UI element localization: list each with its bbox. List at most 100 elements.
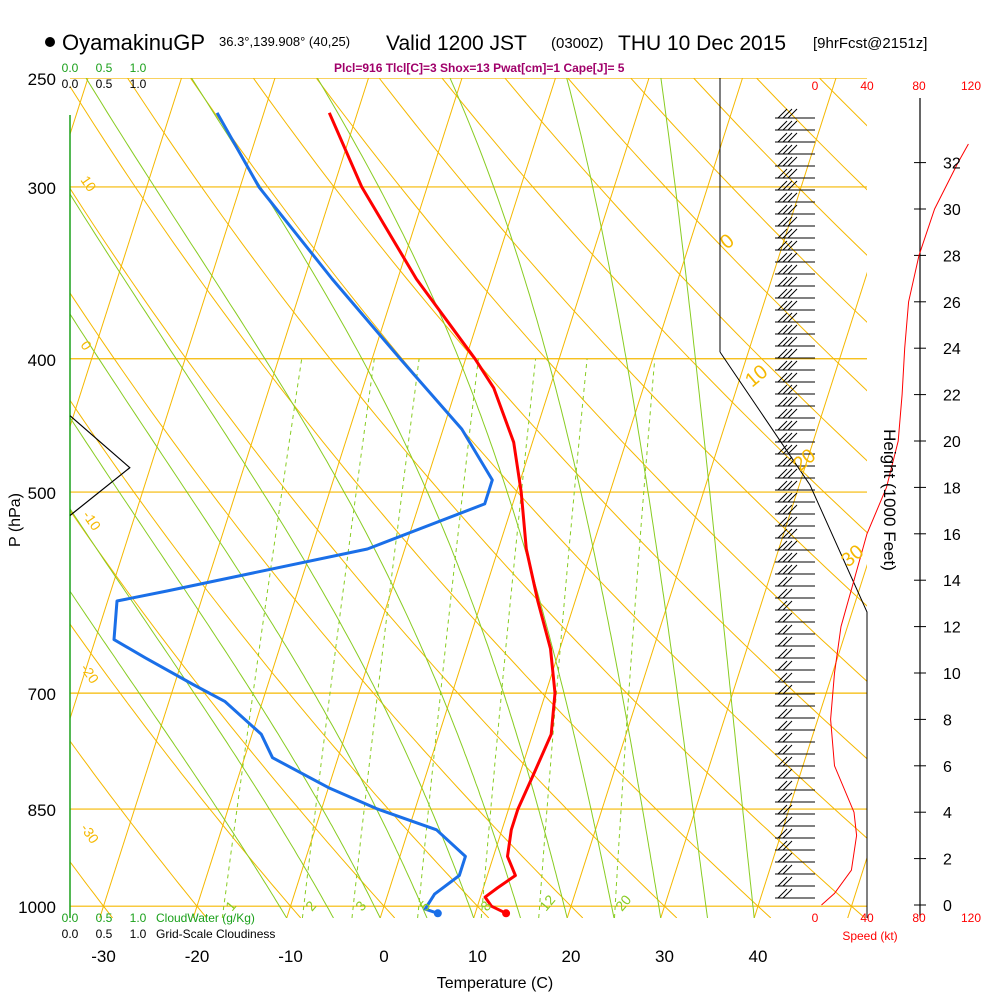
x-tick-label: -10 — [278, 947, 303, 966]
x-tick-label: -30 — [91, 947, 116, 966]
mixing-ratio-line — [221, 358, 303, 918]
wind-barb-feather — [782, 480, 793, 491]
moist-adiabat — [316, 78, 615, 918]
pressure-tick-label: 300 — [28, 179, 56, 198]
wind-barb-feather — [782, 408, 793, 419]
wind-barb-feather — [787, 228, 798, 239]
isotherm-line — [99, 78, 369, 918]
wind-barb-feather — [787, 300, 798, 311]
cloudiness-tick-top: 1.0 — [130, 77, 147, 91]
wind-barb-feather — [777, 720, 788, 731]
wind-barb-feather — [787, 168, 798, 179]
wind-barb-feather — [787, 444, 798, 455]
height-tick-label: 12 — [943, 620, 961, 637]
cloudwater-tick-bottom: 1.0 — [130, 911, 147, 925]
wind-barb-feather — [787, 432, 798, 443]
wind-barb-feather — [782, 156, 793, 167]
forecast-info: [9hrFcst@2151z] — [813, 35, 927, 52]
x-tick-label: 0 — [379, 947, 388, 966]
wind-barb-feather — [787, 396, 798, 407]
wind-barb-feather — [782, 768, 793, 779]
wind-barb-feather — [777, 876, 788, 887]
wind-barb-feather — [782, 720, 793, 731]
valid-date: THU 10 Dec 2015 — [618, 32, 786, 55]
wind-barb-feather — [777, 384, 788, 395]
wind-barb-feather — [782, 420, 793, 431]
wind-barb-feather — [777, 564, 788, 575]
wind-barb-feather — [777, 480, 788, 491]
x-tick-label: -20 — [185, 947, 210, 966]
wind-barb-feather — [777, 852, 788, 863]
dry-adiabat — [567, 78, 867, 392]
wind-barb-feather — [782, 108, 793, 119]
wind-barb-feather — [782, 756, 793, 767]
wind-barb-feather — [787, 504, 798, 515]
wind-barb-feather — [777, 408, 788, 419]
wind-barb-feather — [777, 612, 788, 623]
wind-barb-feather — [787, 132, 798, 143]
wind-barb-feather — [777, 588, 788, 599]
cloudiness-tick-top: 0.5 — [96, 77, 113, 91]
wind-barb-feather — [777, 516, 788, 527]
isotherm-line — [192, 78, 463, 918]
mixing-ratio-line — [301, 358, 375, 918]
wind-barb-feather — [777, 336, 788, 347]
wind-barb-feather — [782, 144, 793, 155]
wind-barb-feather — [782, 528, 793, 539]
wind-speed-profile — [821, 143, 969, 906]
wind-barb-feather — [777, 264, 788, 275]
speed-tick-label-bottom: 120 — [961, 911, 981, 925]
wind-barb-feather — [782, 216, 793, 227]
wind-barb-feather — [777, 660, 788, 671]
wind-barb-feather — [777, 696, 788, 707]
wind-barb-feather — [777, 288, 788, 299]
stability-indices: Plcl=916 Tlcl[C]=3 Shox=13 Pwat[cm]=1 Ca… — [334, 61, 625, 75]
cloudiness-tick-bottom: 0.5 — [96, 927, 113, 941]
wind-barb-feather — [777, 672, 788, 683]
wind-barb-feather — [787, 312, 798, 323]
wind-barb-feather — [777, 840, 788, 851]
height-axis-label: Height (1000 Feet) — [880, 429, 899, 571]
wind-barb-feather — [787, 216, 798, 227]
isotherm-line — [70, 78, 182, 429]
dry-adiabat — [378, 78, 867, 607]
wind-barb-feather — [777, 576, 788, 587]
wind-barb-feather — [782, 600, 793, 611]
pressure-tick-label: 700 — [28, 685, 56, 704]
wind-barb-feather — [777, 768, 788, 779]
height-tick-label: 4 — [943, 805, 952, 822]
moist-adiabat — [191, 78, 568, 918]
speed-tick-label-bottom: 80 — [912, 911, 926, 925]
wind-barb-feather — [787, 144, 798, 155]
mixing-ratio-label: 20 — [612, 892, 634, 914]
moist-adiabat — [70, 590, 288, 918]
wind-barb-feather — [782, 204, 793, 215]
mixing-ratio-label: 12 — [536, 892, 558, 914]
dry-adiabat — [441, 78, 867, 534]
wind-barb-feather — [782, 780, 793, 791]
wind-barb-feather — [782, 876, 793, 887]
plot-border-diagonal — [719, 351, 868, 918]
wind-barb-feather — [787, 288, 798, 299]
wind-barb-feather — [782, 684, 793, 695]
dewpoint-profile — [112, 112, 494, 915]
wind-barb-feather — [777, 804, 788, 815]
isotherm-line — [286, 78, 556, 918]
height-tick-label: 14 — [943, 573, 961, 590]
x-tick-label: 40 — [749, 947, 768, 966]
wind-barb-feather — [782, 492, 793, 503]
wind-barb-feather — [777, 780, 788, 791]
wind-barb-feather — [787, 480, 798, 491]
moist-adiabat — [566, 78, 708, 918]
wind-barb-feather — [777, 312, 788, 323]
wind-barb-feather — [782, 744, 793, 755]
wind-barb-feather — [787, 420, 798, 431]
station-coords: 36.3°,139.908° (40,25) — [219, 34, 350, 49]
x-tick-label: 20 — [562, 947, 581, 966]
wind-barb-feather — [777, 240, 788, 251]
wind-barb-feather — [777, 600, 788, 611]
station-name: OyamakinuGP — [62, 30, 205, 55]
surface-temperature-marker — [502, 909, 511, 918]
wind-barb-feather — [782, 168, 793, 179]
wind-barb-feather — [787, 408, 798, 419]
